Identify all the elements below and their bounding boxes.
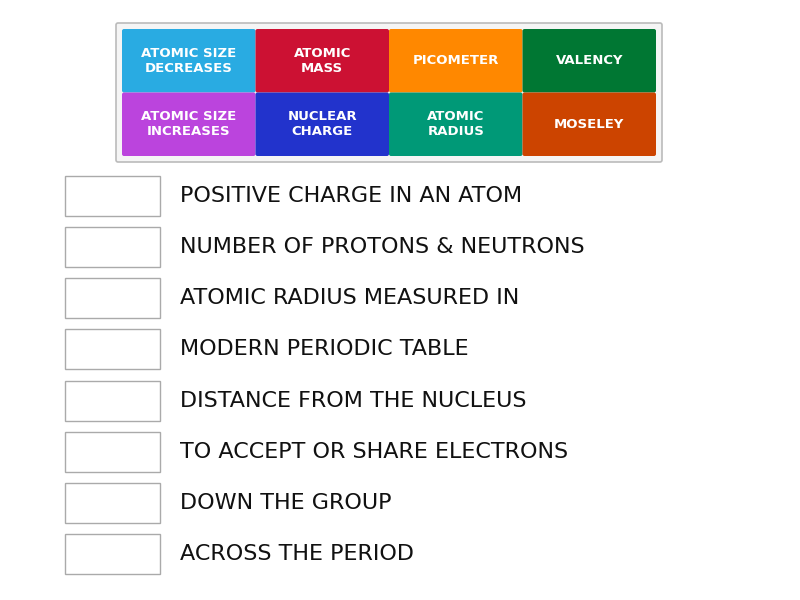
Bar: [65, 483, 160, 523]
Bar: [65, 227, 160, 267]
Bar: [65, 278, 160, 318]
Bar: [65, 432, 160, 472]
Text: TO ACCEPT OR SHARE ELECTRONS: TO ACCEPT OR SHARE ELECTRONS: [180, 442, 568, 462]
Text: ATOMIC SIZE
DECREASES: ATOMIC SIZE DECREASES: [141, 47, 236, 75]
Text: ACROSS THE PERIOD: ACROSS THE PERIOD: [180, 544, 414, 565]
Text: NUCLEAR
CHARGE: NUCLEAR CHARGE: [287, 110, 357, 138]
FancyBboxPatch shape: [389, 29, 522, 92]
FancyBboxPatch shape: [255, 92, 389, 156]
FancyBboxPatch shape: [522, 29, 656, 92]
Text: DISTANCE FROM THE NUCLEUS: DISTANCE FROM THE NUCLEUS: [180, 391, 526, 410]
Text: NUMBER OF PROTONS & NEUTRONS: NUMBER OF PROTONS & NEUTRONS: [180, 237, 585, 257]
Text: POSITIVE CHARGE IN AN ATOM: POSITIVE CHARGE IN AN ATOM: [180, 185, 522, 206]
Bar: [65, 176, 160, 215]
FancyBboxPatch shape: [116, 23, 662, 162]
FancyBboxPatch shape: [522, 92, 656, 156]
Text: PICOMETER: PICOMETER: [413, 54, 499, 67]
Text: ATOMIC
MASS: ATOMIC MASS: [294, 47, 351, 75]
Text: ATOMIC
RADIUS: ATOMIC RADIUS: [427, 110, 485, 138]
FancyBboxPatch shape: [122, 92, 255, 156]
Bar: [65, 329, 160, 370]
FancyBboxPatch shape: [255, 29, 389, 92]
Text: ATOMIC SIZE
INCREASES: ATOMIC SIZE INCREASES: [141, 110, 236, 138]
Text: VALENCY: VALENCY: [555, 54, 623, 67]
Text: MOSELEY: MOSELEY: [554, 118, 625, 131]
Bar: [65, 535, 160, 574]
Text: ATOMIC RADIUS MEASURED IN: ATOMIC RADIUS MEASURED IN: [180, 288, 519, 308]
Text: MODERN PERIODIC TABLE: MODERN PERIODIC TABLE: [180, 340, 469, 359]
Bar: [65, 380, 160, 421]
FancyBboxPatch shape: [389, 92, 522, 156]
FancyBboxPatch shape: [122, 29, 255, 92]
Text: DOWN THE GROUP: DOWN THE GROUP: [180, 493, 391, 513]
